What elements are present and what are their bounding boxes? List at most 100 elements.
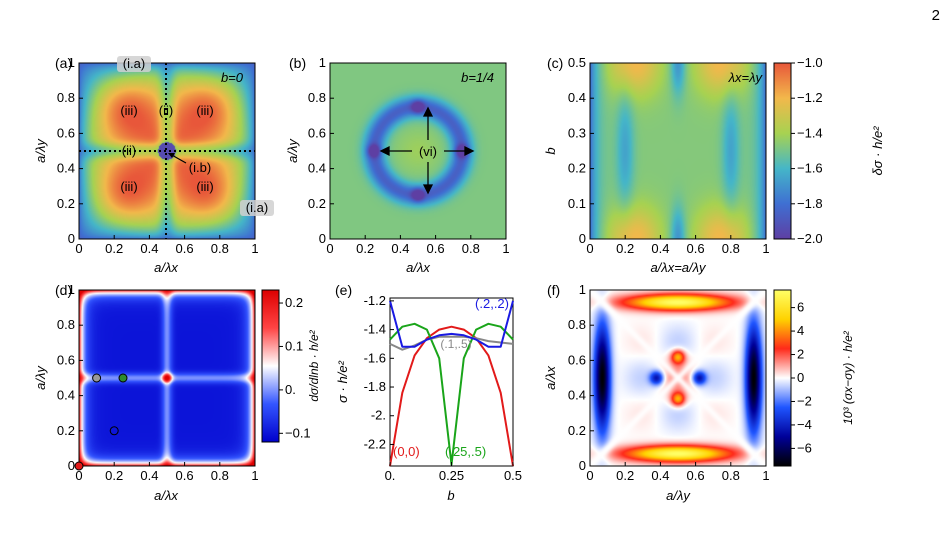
y-tick-label: 0 [579, 231, 586, 246]
x-tick-label: 0.4 [651, 241, 669, 256]
region-iii-bl: (iii) [120, 179, 137, 194]
colorbar-tick-label: −1.0 [797, 55, 823, 70]
marker-point-2 [118, 373, 128, 383]
y-tick-label: 0 [68, 231, 75, 246]
panel-b: 0 0.2 0.4 0.6 0.8 1 0 0.2 0.4 0.6 0.8 1 (b) a/λx a… [285, 55, 510, 275]
colorbar-tick-label: −6 [797, 440, 812, 455]
y-axis-label: a/λy [33, 365, 48, 390]
y-tick-label: 1 [579, 282, 586, 297]
colorbar-tick-label: 0. [285, 382, 296, 397]
colorbar-f [773, 289, 792, 467]
region-vi: (vi) [419, 144, 437, 159]
y-tick-label: 0.6 [308, 125, 326, 140]
colorbar-tick-label: 4 [797, 323, 804, 338]
region-iii-br: (iii) [196, 179, 213, 194]
x-tick-label: 0.6 [176, 468, 194, 483]
x-tick-label: 0.8 [722, 468, 740, 483]
region-ii-left: (ii) [122, 143, 136, 158]
marker-points [74, 373, 128, 471]
x-tick-label: 0.8 [462, 241, 480, 256]
y-tick-label: 1 [319, 55, 326, 70]
colorbar-ticks: −1.0 −1.2 −1.4 −1.6 −1.8 −2.0 [791, 55, 823, 246]
colorbar-tick-label: −4 [797, 417, 812, 432]
x-ticks: 0 0.2 0.4 0.6 0.8 1 [75, 462, 259, 483]
x-tick-label: 0.8 [211, 241, 229, 256]
x-tick-label: 0. [385, 468, 396, 483]
x-ticks: 0 0.2 0.4 0.6 0.8 1 [75, 235, 259, 256]
colorbar-label: dσ/dlnb · h/e² [307, 329, 321, 401]
x-tick-label: 0 [75, 241, 82, 256]
y-ticks: 0 0.1 0.2 0.3 0.4 0.5 [568, 55, 594, 246]
y-tick-label: 0 [68, 458, 75, 473]
y-tick-label: 0.6 [57, 125, 75, 140]
y-ticks: 0 0.2 0.4 0.6 0.8 1 [57, 55, 83, 246]
y-tick-label: 0.8 [57, 90, 75, 105]
colorbar-tick-label: −2.0 [797, 231, 823, 246]
y-axis-label: a/λy [33, 138, 48, 163]
y-ticks: 0 0.2 0.4 0.6 0.8 1 [568, 282, 594, 473]
x-tick-label: 0 [326, 241, 333, 256]
panel-label-c: (c) [547, 55, 563, 71]
y-tick-label: 0.8 [568, 317, 586, 332]
panel-label-f: (f) [547, 282, 560, 298]
panel-d: 0 0.2 0.4 0.6 0.8 1 0 0.2 0.4 0.6 0.8 1 (d) a/λx a… [33, 282, 321, 503]
marker-point-3 [109, 426, 119, 436]
x-tick-label: 0.25 [439, 468, 464, 483]
colorbar-tick-label: 0.1 [285, 338, 303, 353]
tag-lx-ly: λx=λy [728, 70, 764, 85]
colorbar-tick-label: 0.2 [285, 295, 303, 310]
tag-b14: b=1/4 [461, 70, 494, 85]
y-tick-label: 0.6 [57, 352, 75, 367]
y-tick-label: 0.4 [568, 388, 586, 403]
y-tick-label: 0 [319, 231, 326, 246]
x-axis-label: a/λx [154, 488, 178, 503]
x-tick-label: 0.4 [140, 468, 158, 483]
panel-c: 0 0.2 0.4 0.6 0.8 1 0 0.1 0.2 0.3 0.4 0.5 (c) a/λx… [543, 55, 885, 275]
x-tick-label: 0.6 [176, 241, 194, 256]
colorbar-tick-label: −1.4 [797, 125, 823, 140]
colorbar-tick-label: −1.6 [797, 161, 823, 176]
y-ticks: 0 0.2 0.4 0.6 0.8 1 [308, 55, 334, 246]
x-tick-label: 1 [251, 241, 258, 256]
x-tick-label: 0.5 [504, 468, 522, 483]
series-label-2-2: (.2,.2) [475, 296, 509, 311]
series-line-3 [389, 300, 514, 348]
colorbar-c [773, 62, 792, 240]
x-tick-label: 0.6 [427, 241, 445, 256]
panel-label-b: (b) [289, 55, 306, 71]
plot-frame [589, 289, 767, 467]
y-tick-label: -1.8 [364, 379, 386, 394]
y-tick-label: 0.2 [568, 423, 586, 438]
y-tick-label: -1.6 [364, 350, 386, 365]
plot-frame [589, 62, 767, 240]
x-ticks: 0 0.2 0.4 0.6 0.8 1 [326, 235, 510, 256]
y-tick-label: 0.8 [57, 317, 75, 332]
colorbar-ticks: 0.2 0.1 0. −0.1 [279, 295, 311, 440]
series-line-0 [389, 325, 514, 467]
region-iii-tl: (iii) [120, 103, 137, 118]
panel-e: 0. 0.25 0.5 -1.2-1.4-1.6-1.8-2.-2.2 (e) b … [335, 282, 522, 503]
y-tick-label: -1.2 [364, 293, 386, 308]
plot-frame [329, 62, 507, 240]
panel-a: 0 0.2 0.4 0.6 0.8 1 0 0.2 0.4 0.6 0.8 1 (a) a/λx a… [33, 55, 274, 275]
y-tick-label: 0 [579, 458, 586, 473]
colorbar-tick-label: −1.2 [797, 90, 823, 105]
colorbar-ticks: 6 4 2 0 −2 −4 −6 [791, 300, 812, 455]
plot-frame [78, 289, 256, 467]
x-tick-label: 0.2 [616, 468, 634, 483]
colorbar-label: δσ · h/e² [870, 126, 885, 176]
colorbar-tick-label: 6 [797, 300, 804, 315]
y-tick-label: 0.2 [57, 196, 75, 211]
y-tick-label: 0.4 [568, 90, 586, 105]
y-axis-label: a/λy [285, 138, 300, 163]
y-tick-label: 0.2 [57, 423, 75, 438]
colorbar-tick-label: −2 [797, 393, 812, 408]
x-tick-label: 0.8 [722, 241, 740, 256]
x-tick-label: 0 [75, 468, 82, 483]
arrows-vi [379, 106, 475, 195]
y-tick-label: 1 [68, 282, 75, 297]
y-ticks: 0 0.2 0.4 0.6 0.8 1 [57, 282, 83, 473]
panel-label-a: (a) [55, 55, 72, 71]
x-tick-label: 0.2 [105, 241, 123, 256]
x-tick-label: 0.4 [391, 241, 409, 256]
